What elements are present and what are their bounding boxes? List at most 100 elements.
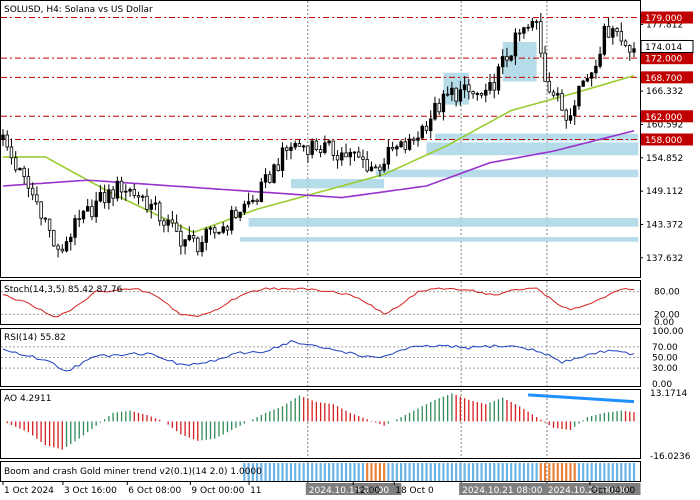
candle[interactable] [577,85,581,110]
candle[interactable] [581,79,585,87]
candle[interactable] [424,121,429,134]
candle[interactable] [479,92,484,99]
candle[interactable] [69,233,73,251]
candle[interactable] [90,199,94,221]
candle[interactable] [556,87,560,102]
candle[interactable] [568,108,573,124]
candle[interactable] [340,147,344,166]
candle[interactable] [39,201,43,226]
candle[interactable] [526,24,530,32]
candle[interactable] [560,89,564,111]
candle[interactable] [306,145,310,163]
candle[interactable] [1,129,5,147]
candle[interactable] [573,100,577,125]
candle[interactable] [403,137,408,154]
candle[interactable] [386,139,391,170]
candle[interactable] [420,124,424,139]
candle[interactable] [369,161,374,172]
candle[interactable] [437,98,441,115]
ao-trend-line[interactable] [528,393,635,404]
candle[interactable] [462,76,467,99]
candle[interactable] [141,194,145,202]
candle[interactable] [263,168,268,189]
candle[interactable] [589,71,594,87]
candle[interactable] [517,28,522,42]
candle[interactable] [395,144,399,157]
candlestick-series[interactable] [1,12,636,258]
candle[interactable] [208,226,213,235]
candle[interactable] [85,198,90,212]
candle[interactable] [365,151,369,173]
candle[interactable] [124,184,128,201]
candle[interactable] [149,199,153,219]
candle[interactable] [407,134,412,151]
candle[interactable] [310,138,314,159]
candle[interactable] [30,182,35,201]
candle[interactable] [47,218,52,238]
candle[interactable] [229,205,234,235]
candle[interactable] [115,176,120,202]
candle[interactable] [246,192,251,208]
candle[interactable] [35,186,39,205]
candle[interactable] [551,89,556,98]
candle[interactable] [615,27,619,37]
candle[interactable] [628,44,632,61]
candle[interactable] [204,227,208,251]
candle[interactable] [429,110,433,139]
candle[interactable] [9,138,14,165]
candle[interactable] [119,176,124,200]
candle[interactable] [509,54,513,62]
candle[interactable] [501,49,505,75]
candle[interactable] [297,139,302,147]
candle[interactable] [191,230,196,243]
candle[interactable] [433,96,437,121]
gold-miner-trend-pane[interactable] [243,463,636,481]
candle[interactable] [454,87,458,107]
candle[interactable] [416,131,420,147]
candle[interactable] [26,168,31,198]
candle[interactable] [238,211,242,222]
candle[interactable] [488,73,492,95]
candle[interactable] [344,143,348,158]
candle[interactable] [217,231,221,235]
candle[interactable] [484,83,488,103]
candle[interactable] [14,151,18,173]
candle[interactable] [43,216,48,223]
candle[interactable] [602,23,607,57]
candle[interactable] [585,74,590,83]
candle[interactable] [293,140,297,150]
candle[interactable] [102,184,107,209]
candle[interactable] [348,148,352,166]
candle[interactable] [213,225,217,239]
candle[interactable] [361,149,365,169]
awesome-oscillator-pane[interactable]: 13.1714 -16.0236 [3,389,691,462]
candle[interactable] [534,19,539,30]
candle[interactable] [234,206,238,219]
candle[interactable] [196,236,200,256]
candle[interactable] [136,191,141,205]
candle[interactable] [314,138,319,152]
candle[interactable] [458,80,463,106]
candle[interactable] [107,184,111,210]
candle[interactable] [77,209,81,228]
candle[interactable] [157,200,162,226]
candle[interactable] [145,188,149,213]
candle[interactable] [352,151,357,162]
stoch-line[interactable] [2,287,635,318]
candle[interactable] [496,63,501,95]
candle[interactable] [60,244,64,254]
candle[interactable] [200,235,204,257]
candle[interactable] [331,140,336,161]
candle[interactable] [174,214,179,233]
candle[interactable] [378,164,382,177]
candle[interactable] [327,139,331,146]
candle[interactable] [64,236,69,253]
candle[interactable] [632,42,636,58]
candle[interactable] [276,157,280,172]
candle[interactable] [530,17,535,31]
rsi-line[interactable] [2,340,635,372]
candle[interactable] [166,214,170,233]
candle[interactable] [598,46,602,69]
candle[interactable] [412,136,416,145]
